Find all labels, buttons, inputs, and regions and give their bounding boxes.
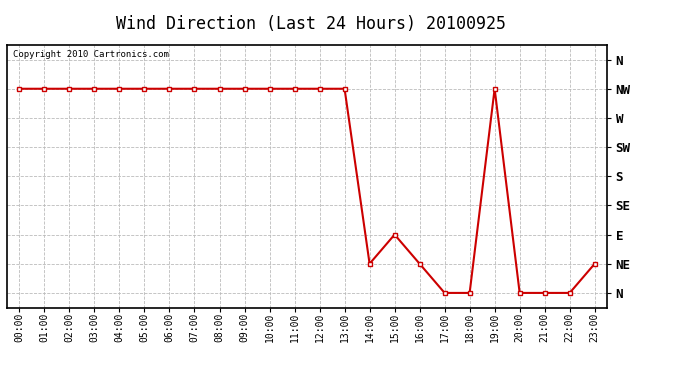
Text: Copyright 2010 Cartronics.com: Copyright 2010 Cartronics.com [13,50,169,59]
Text: Wind Direction (Last 24 Hours) 20100925: Wind Direction (Last 24 Hours) 20100925 [115,15,506,33]
